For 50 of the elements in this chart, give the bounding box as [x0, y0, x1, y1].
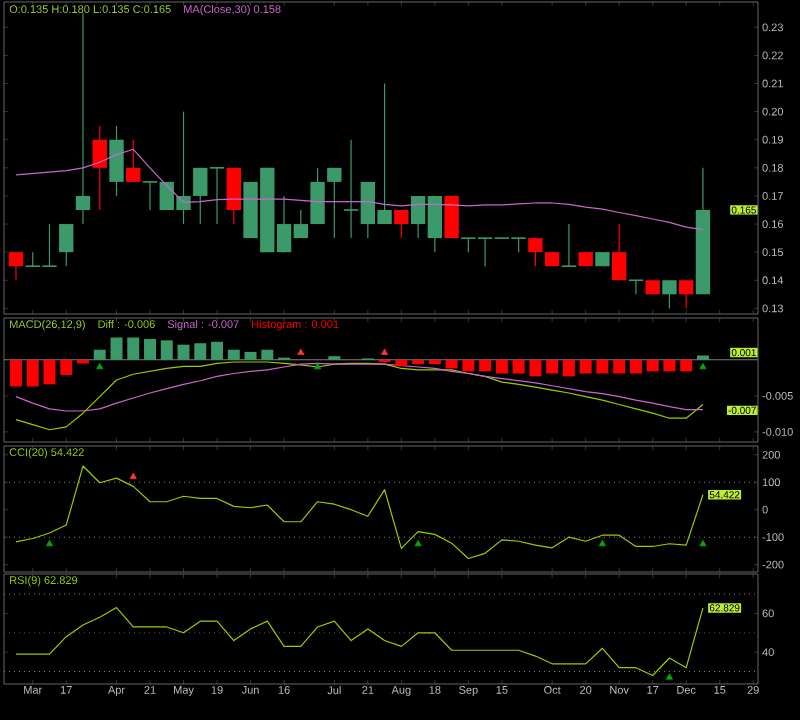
- bar: [529, 359, 542, 377]
- bar: [93, 349, 106, 360]
- bar: [227, 349, 240, 360]
- candlestick: [662, 279, 677, 309]
- candlestick: [8, 251, 24, 281]
- candlestick: [627, 279, 644, 295]
- candlestick: [109, 125, 124, 197]
- bar: [194, 343, 207, 360]
- bar: [110, 337, 123, 360]
- bar: [479, 359, 492, 372]
- candlestick: [126, 139, 141, 183]
- bar: [177, 344, 190, 360]
- candlestick: [560, 223, 577, 268]
- bar: [512, 359, 525, 374]
- bar: [462, 359, 475, 372]
- bar: [160, 340, 173, 360]
- bar: [412, 359, 425, 365]
- bar: [211, 341, 224, 360]
- bar: [395, 359, 408, 367]
- bar: [244, 351, 257, 360]
- candlestick: [75, 12, 91, 225]
- line-series: [15, 465, 704, 560]
- candlestick: [226, 167, 241, 225]
- bar: [680, 359, 693, 372]
- bar: [445, 359, 458, 369]
- bar: [562, 359, 575, 377]
- bar: [9, 359, 22, 387]
- candlestick: [394, 209, 409, 239]
- bar: [127, 337, 140, 360]
- bar: [261, 349, 274, 360]
- bar: [546, 359, 559, 374]
- candlestick: [59, 223, 74, 267]
- candlestick: [611, 223, 627, 281]
- candlestick: [679, 279, 694, 309]
- bar: [428, 359, 441, 365]
- bar: [613, 359, 626, 374]
- bar: [663, 359, 676, 372]
- bar: [579, 359, 592, 374]
- bar: [60, 359, 73, 375]
- candlestick: [327, 167, 342, 239]
- bar: [596, 359, 609, 374]
- candlestick: [310, 167, 325, 225]
- bar: [144, 338, 156, 360]
- bar: [629, 359, 642, 374]
- bar: [646, 359, 659, 372]
- candlestick: [92, 125, 107, 211]
- bar: [43, 359, 56, 385]
- bar: [26, 359, 39, 387]
- bar: [495, 359, 508, 374]
- candlestick: [528, 237, 543, 267]
